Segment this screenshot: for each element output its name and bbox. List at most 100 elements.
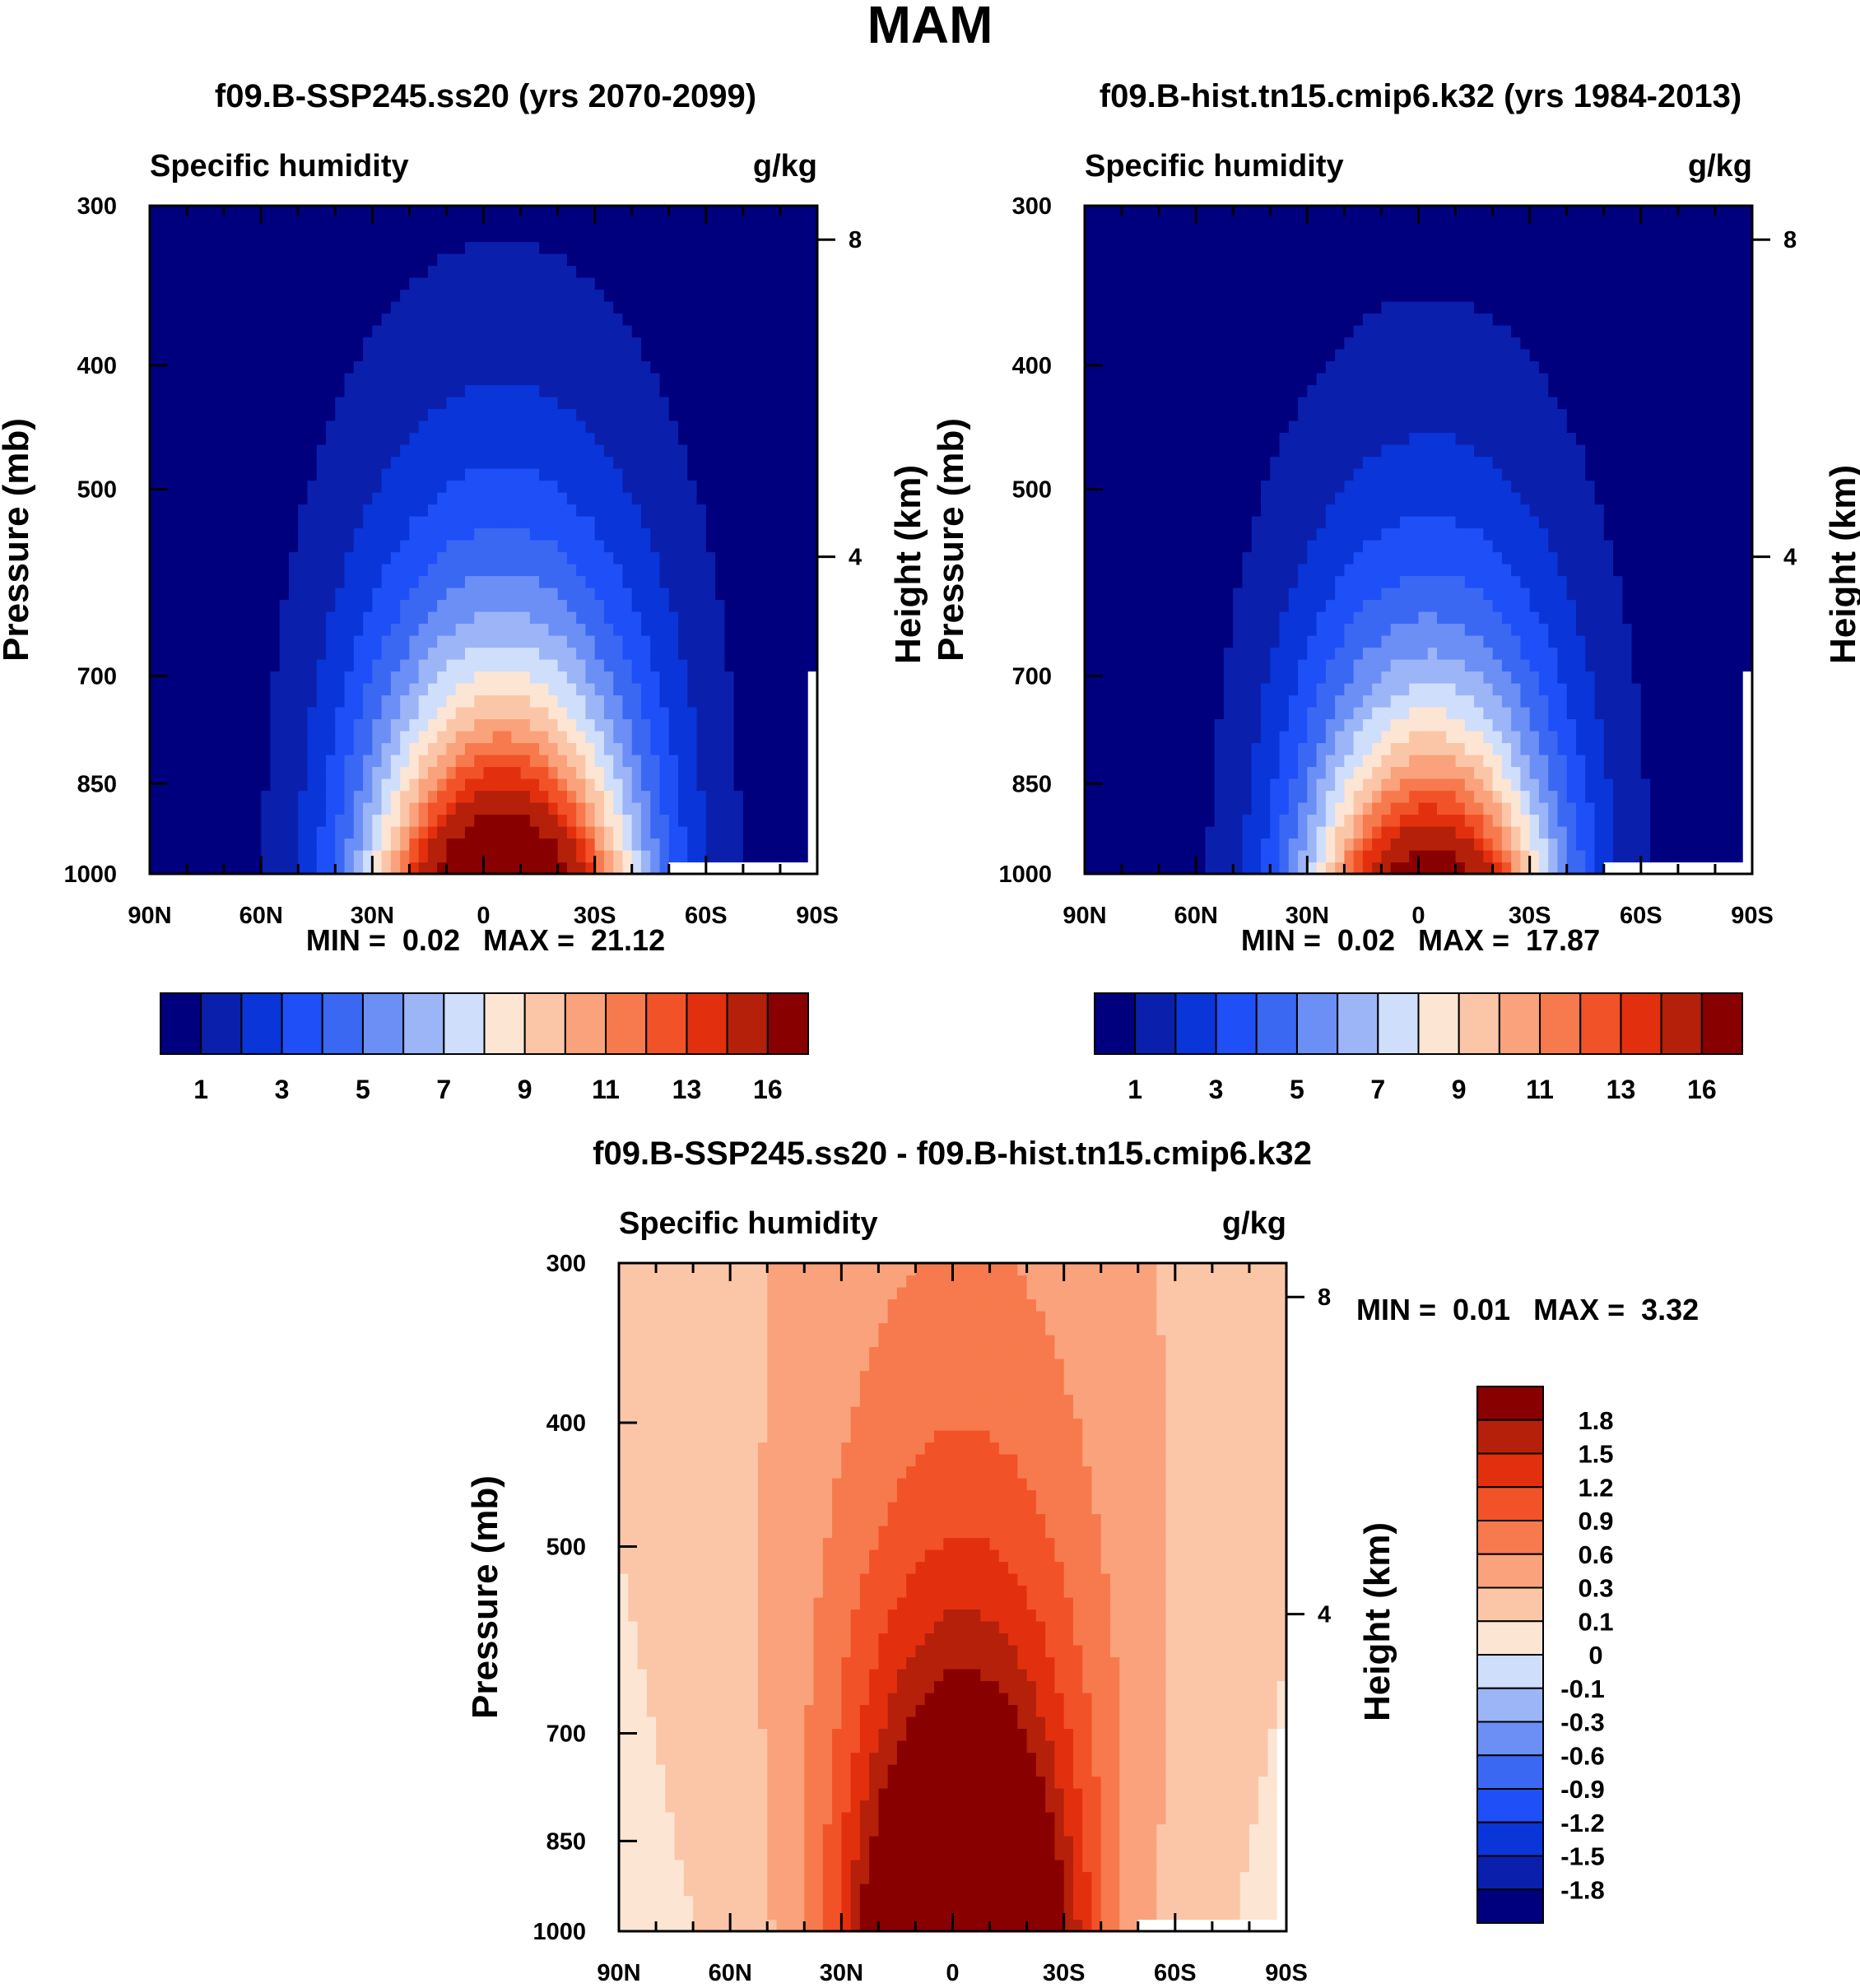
- left-field-cell: [603, 599, 614, 612]
- left-field-cell: [502, 564, 512, 577]
- right-field-cell: [1437, 814, 1447, 827]
- left-field-cell: [733, 397, 744, 410]
- left-field-cell: [214, 480, 225, 493]
- left-field-cell: [464, 862, 475, 875]
- left-field-cell: [372, 647, 383, 660]
- left-field-cell: [678, 527, 688, 541]
- right-field-cell: [1446, 790, 1457, 803]
- left-field-cell: [779, 731, 790, 744]
- left-field-cell: [214, 755, 225, 768]
- left-field-cell: [168, 384, 179, 397]
- left-field-cell: [205, 826, 216, 839]
- left-field-cell: [678, 504, 688, 517]
- right-field-cell: [1557, 742, 1568, 755]
- left-field-cell: [418, 742, 429, 755]
- left-field-cell: [400, 588, 410, 601]
- left-field-cell: [427, 492, 438, 505]
- left-field-cell: [279, 862, 290, 875]
- left-field-cell: [483, 588, 494, 601]
- left-field-cell: [335, 647, 346, 660]
- left-field-cell: [548, 325, 559, 338]
- left-field-cell: [205, 277, 216, 290]
- left-field-cell: [288, 694, 299, 708]
- right-field-cell: [1279, 838, 1290, 851]
- left-field-cell: [390, 850, 401, 863]
- left-field-cell: [613, 516, 624, 529]
- right-field-cell: [1261, 802, 1271, 815]
- left-field-cell: [715, 492, 725, 505]
- left-field-cell: [205, 790, 216, 803]
- left-field-cell: [492, 480, 503, 493]
- left-field-cell: [427, 206, 438, 219]
- right-field-cell: [1344, 790, 1355, 803]
- left-field-cell: [733, 862, 744, 875]
- left-field-cell: [400, 432, 410, 445]
- left-field-cell: [177, 384, 188, 397]
- left-field-cell: [168, 647, 179, 660]
- left-field-cell: [511, 731, 522, 744]
- right-field-cell: [1696, 742, 1707, 755]
- left-field-cell: [678, 814, 688, 827]
- right-field-cell: [1353, 778, 1364, 792]
- right-field-cell: [1316, 778, 1327, 792]
- left-field-cell: [261, 516, 272, 529]
- left-field-cell: [529, 659, 540, 672]
- left-field-cell: [798, 420, 809, 434]
- left-field-cell: [594, 360, 605, 374]
- left-field-cell: [214, 707, 225, 720]
- right-field-cell: [1205, 862, 1216, 875]
- right-field-cell: [1603, 838, 1614, 851]
- left-field-cell: [437, 647, 448, 660]
- left-field-cell: [224, 468, 234, 481]
- left-field-cell: [381, 790, 392, 803]
- right-field-cell: [1270, 862, 1281, 875]
- left-field-cell: [752, 575, 763, 588]
- right-field-cell: [1575, 838, 1586, 851]
- left-field-cell: [761, 277, 772, 290]
- left-field-cell: [613, 564, 624, 577]
- left-field-cell: [622, 551, 633, 564]
- left-field-cell: [242, 575, 253, 588]
- left-field-cell: [798, 337, 809, 350]
- left-field-cell: [668, 325, 679, 338]
- left-field-cell: [344, 301, 355, 314]
- left-field-cell: [261, 814, 272, 827]
- left-field-cell: [557, 862, 568, 875]
- left-field-cell: [492, 802, 503, 815]
- left-field-cell: [168, 360, 179, 374]
- left-field-cell: [789, 360, 800, 374]
- left-field-cell: [464, 373, 475, 386]
- left-field-cell: [427, 647, 438, 660]
- left-field-cell: [224, 217, 234, 230]
- right-field-cell: [1622, 826, 1633, 839]
- left-field-cell: [279, 265, 290, 278]
- right-field-cell: [1511, 731, 1521, 744]
- left-field-cell: [603, 575, 614, 588]
- left-field-cell: [502, 504, 512, 517]
- left-field-cell: [288, 456, 299, 469]
- left-field-cell: [464, 850, 475, 863]
- left-field-cell: [529, 516, 540, 529]
- left-field-cell: [715, 778, 725, 792]
- left-field-cell: [474, 838, 485, 851]
- left-field-cell: [446, 217, 457, 230]
- left-field-cell: [761, 456, 772, 469]
- left-field-cell: [650, 850, 661, 863]
- left-field-cell: [233, 838, 244, 851]
- right-field-cell: [1548, 850, 1559, 863]
- left-field-cell: [437, 492, 448, 505]
- left-field-cell: [613, 659, 624, 672]
- left-field-cell: [344, 277, 355, 290]
- left-field-cell: [390, 265, 401, 278]
- left-field-cell: [752, 527, 763, 541]
- left-field-cell: [316, 253, 327, 267]
- left-field-cell: [696, 432, 707, 445]
- right-field-cell: [1242, 838, 1253, 851]
- left-field-cell: [557, 420, 568, 434]
- left-field-cell: [557, 337, 568, 350]
- left-field-cell: [270, 755, 281, 768]
- left-field-cell: [455, 838, 466, 851]
- left-field-cell: [409, 838, 420, 851]
- left-field-cell: [187, 265, 197, 278]
- left-field-cell: [789, 277, 800, 290]
